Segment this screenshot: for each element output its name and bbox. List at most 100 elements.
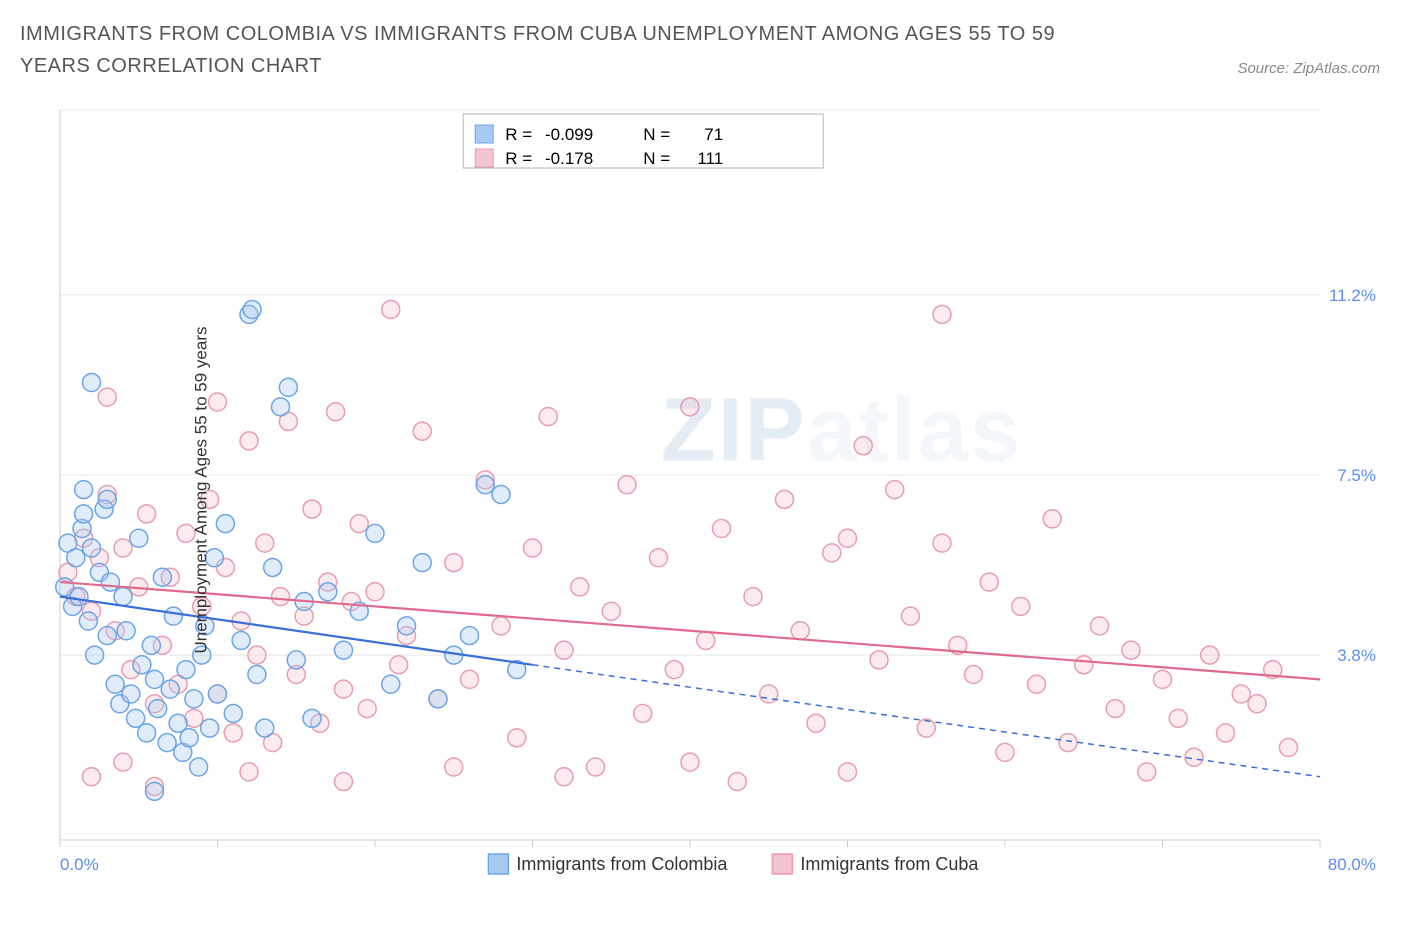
data-point <box>319 583 337 601</box>
data-point <box>492 485 510 503</box>
data-point <box>224 704 242 722</box>
data-point <box>524 539 542 557</box>
data-point <box>243 301 261 319</box>
data-point <box>760 685 778 703</box>
legend-r-value: -0.178 <box>545 149 593 168</box>
data-point <box>240 763 258 781</box>
data-point <box>114 753 132 771</box>
data-point <box>1280 739 1298 757</box>
data-point <box>153 568 171 586</box>
y-axis-label: Unemployment Among Ages 55 to 59 years <box>191 327 211 654</box>
data-point <box>1154 670 1172 688</box>
data-point <box>366 524 384 542</box>
data-point <box>75 505 93 523</box>
data-point <box>232 631 250 649</box>
data-point <box>1091 617 1109 635</box>
data-point <box>117 622 135 640</box>
legend-n-label: N = <box>643 149 670 168</box>
data-point <box>358 700 376 718</box>
data-point <box>744 588 762 606</box>
data-point <box>571 578 589 596</box>
data-point <box>555 641 573 659</box>
data-point <box>248 646 266 664</box>
data-point <box>130 529 148 547</box>
data-point <box>264 558 282 576</box>
data-point <box>335 680 353 698</box>
data-point <box>870 651 888 669</box>
data-point <box>350 515 368 533</box>
data-point <box>728 773 746 791</box>
legend-r-label: R = <box>505 125 532 144</box>
data-point <box>75 481 93 499</box>
data-point <box>201 719 219 737</box>
data-point <box>461 627 479 645</box>
data-point <box>303 500 321 518</box>
data-point <box>256 719 274 737</box>
data-point <box>86 646 104 664</box>
data-point <box>279 378 297 396</box>
legend-swatch <box>488 854 508 874</box>
data-point <box>1012 597 1030 615</box>
data-point <box>366 583 384 601</box>
data-point <box>713 520 731 538</box>
data-point <box>98 388 116 406</box>
data-point <box>158 734 176 752</box>
data-point <box>1169 709 1187 727</box>
data-point <box>114 539 132 557</box>
legend-series-label: Immigrants from Colombia <box>516 854 728 874</box>
data-point <box>70 588 88 606</box>
trend-line-colombia-ext <box>533 665 1321 777</box>
legend-swatch <box>475 149 493 167</box>
data-point <box>149 700 167 718</box>
data-point <box>807 714 825 732</box>
data-point <box>1232 685 1250 703</box>
data-point <box>429 690 447 708</box>
data-point <box>445 758 463 776</box>
data-point <box>1059 734 1077 752</box>
data-point <box>67 549 85 567</box>
data-point <box>839 529 857 547</box>
chart-container: Unemployment Among Ages 55 to 59 years Z… <box>50 100 1380 880</box>
data-point <box>539 408 557 426</box>
data-point <box>965 666 983 684</box>
data-point <box>697 631 715 649</box>
chart-title: IMMIGRANTS FROM COLOMBIA VS IMMIGRANTS F… <box>20 18 1120 82</box>
data-point <box>1106 700 1124 718</box>
data-point <box>122 685 140 703</box>
data-point <box>161 680 179 698</box>
data-point <box>248 666 266 684</box>
legend-series-label: Immigrants from Cuba <box>800 854 979 874</box>
data-point <box>98 490 116 508</box>
data-point <box>335 773 353 791</box>
legend-r-label: R = <box>505 149 532 168</box>
data-point <box>98 627 116 645</box>
data-point <box>461 670 479 688</box>
data-point <box>164 607 182 625</box>
y-tick-label: 11.2% <box>1329 286 1376 305</box>
data-point <box>492 617 510 635</box>
data-point <box>335 641 353 659</box>
trend-line-cuba <box>60 582 1320 679</box>
legend-n-label: N = <box>643 125 670 144</box>
data-point <box>776 490 794 508</box>
data-point <box>114 588 132 606</box>
data-point <box>791 622 809 640</box>
data-point <box>146 782 164 800</box>
legend-r-value: -0.099 <box>545 125 593 144</box>
data-point <box>287 651 305 669</box>
data-point <box>185 690 203 708</box>
data-point <box>413 554 431 572</box>
data-point <box>1043 510 1061 528</box>
data-point <box>555 768 573 786</box>
data-point <box>382 301 400 319</box>
data-point <box>142 636 160 654</box>
x-tick-label: 0.0% <box>60 855 99 874</box>
data-point <box>681 398 699 416</box>
data-point <box>902 607 920 625</box>
data-point <box>256 534 274 552</box>
legend-swatch <box>772 854 792 874</box>
legend-swatch <box>475 125 493 143</box>
y-tick-label: 3.8% <box>1337 646 1376 665</box>
data-point <box>272 588 290 606</box>
data-point <box>133 656 151 674</box>
